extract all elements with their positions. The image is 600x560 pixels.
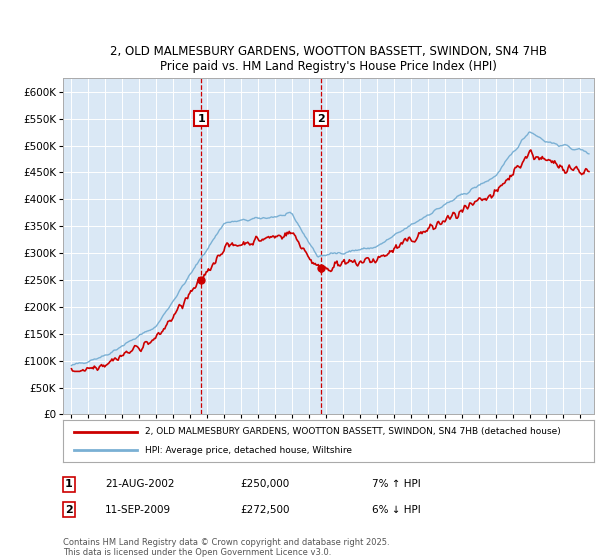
Text: £250,000: £250,000: [240, 479, 289, 489]
Text: 2, OLD MALMESBURY GARDENS, WOOTTON BASSETT, SWINDON, SN4 7HB (detached house): 2, OLD MALMESBURY GARDENS, WOOTTON BASSE…: [145, 427, 561, 436]
Text: 21-AUG-2002: 21-AUG-2002: [105, 479, 175, 489]
Title: 2, OLD MALMESBURY GARDENS, WOOTTON BASSETT, SWINDON, SN4 7HB
Price paid vs. HM L: 2, OLD MALMESBURY GARDENS, WOOTTON BASSE…: [110, 45, 547, 73]
Text: 1: 1: [65, 479, 73, 489]
Text: HPI: Average price, detached house, Wiltshire: HPI: Average price, detached house, Wilt…: [145, 446, 352, 455]
Text: 2: 2: [317, 114, 325, 124]
Text: 11-SEP-2009: 11-SEP-2009: [105, 505, 171, 515]
Text: 1: 1: [197, 114, 205, 124]
Text: Contains HM Land Registry data © Crown copyright and database right 2025.
This d: Contains HM Land Registry data © Crown c…: [63, 538, 389, 557]
Text: 7% ↑ HPI: 7% ↑ HPI: [372, 479, 421, 489]
Text: 6% ↓ HPI: 6% ↓ HPI: [372, 505, 421, 515]
Text: £272,500: £272,500: [240, 505, 290, 515]
Text: 2: 2: [65, 505, 73, 515]
